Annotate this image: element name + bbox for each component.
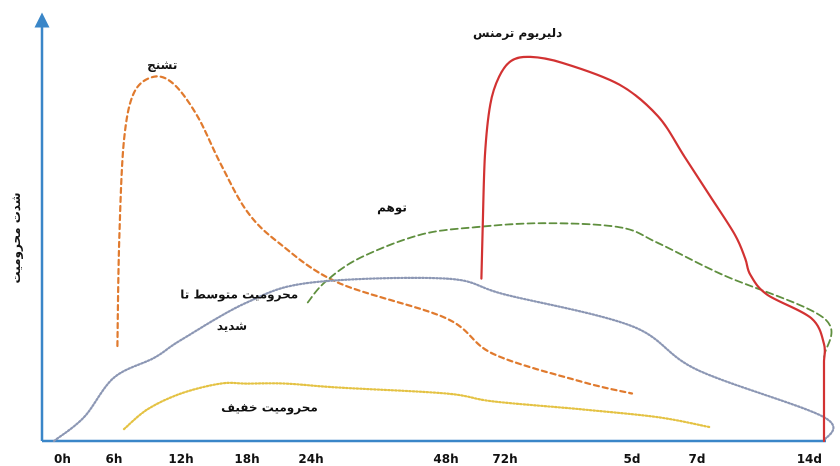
series-line-4	[480, 55, 827, 443]
x-tick-label: 12h	[168, 452, 193, 466]
series-line-0	[116, 75, 634, 395]
series-label: توهم	[377, 200, 407, 215]
x-tick-label: 0h	[54, 452, 71, 466]
series-labels: تشنج دلیریوم ترمنس توهم محرومیت متوسط تا شدی…	[147, 26, 562, 415]
series-label: شدید	[217, 319, 247, 333]
x-tick-label: 14d	[797, 452, 822, 466]
series-line-1	[306, 222, 833, 415]
x-tick-label: 6h	[106, 452, 123, 466]
x-tick-labels: 0h 6h 12h 18h 24h 48h 72h 5d 7d 14d	[54, 452, 822, 466]
series-label: محرومیت متوسط تا	[180, 287, 298, 302]
x-tick-label: 72h	[492, 452, 517, 466]
series-label: تشنج	[147, 58, 177, 72]
x-tick-label: 24h	[298, 452, 323, 466]
series-line-3	[122, 381, 711, 431]
x-tick-label: 18h	[234, 452, 259, 466]
x-tick-label: 7d	[689, 452, 706, 466]
x-tick-label: 5d	[624, 452, 641, 466]
x-tick-label: 48h	[433, 452, 458, 466]
series-line-2	[52, 276, 835, 443]
y-axis-title: شدت محرومیت	[9, 192, 24, 283]
series-label: محرومیت خفیف	[221, 400, 318, 415]
series-layer	[52, 55, 835, 443]
series-label: دلیریوم ترمنس	[473, 26, 562, 41]
